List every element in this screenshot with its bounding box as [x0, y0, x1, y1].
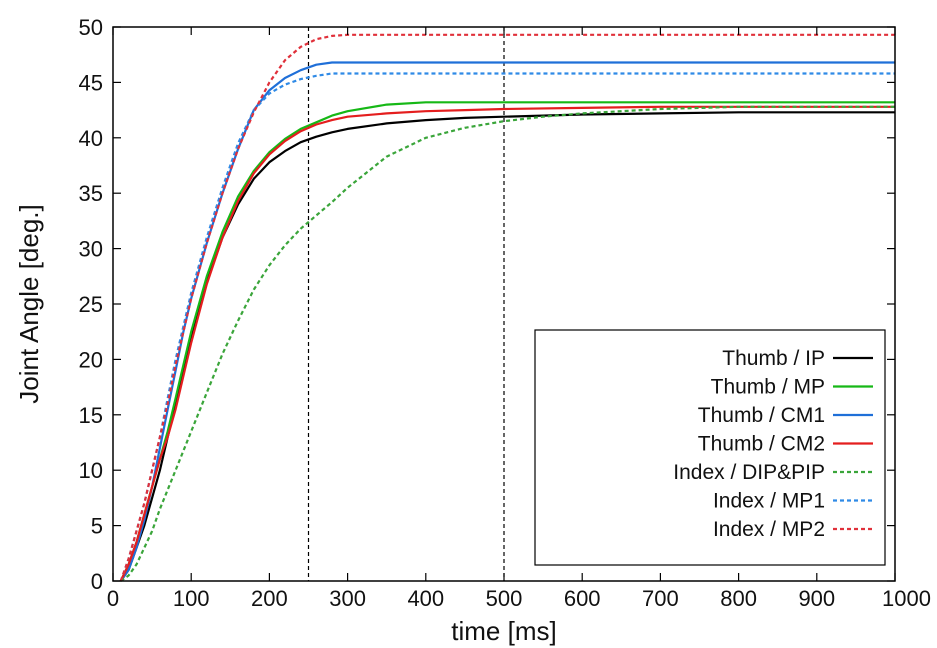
legend-label: Thumb / IP — [722, 347, 825, 370]
series-line-5 — [120, 105, 895, 582]
y-axis-title: Joint Angle [deg.] — [14, 204, 44, 403]
x-tick-label: 1000 — [882, 586, 931, 611]
legend-label: Index / MP2 — [713, 518, 825, 541]
legend-box — [534, 329, 886, 566]
legend: Thumb / IP Thumb / MP Thumb / CM1 Thumb / C… — [534, 329, 886, 566]
reference-lines — [307, 27, 505, 581]
legend-label: Thumb / CM1 — [698, 404, 825, 427]
x-tick-label: 0 — [107, 586, 119, 611]
legend-label: Thumb / CM2 — [698, 433, 825, 456]
series-lines — [119, 33, 895, 582]
y-tick-label: 25 — [79, 292, 103, 317]
legend-label: Index / DIP&PIP — [673, 461, 825, 484]
x-tick-label: 400 — [407, 586, 444, 611]
x-axis-title: time [ms] — [451, 616, 556, 646]
y-tick-label: 50 — [79, 15, 103, 40]
legend-label: Thumb / MP — [711, 376, 825, 399]
y-tick-label: 5 — [91, 514, 103, 539]
x-tick-label: 300 — [329, 586, 366, 611]
y-axis-ticks: 0 5 10 15 20 25 30 35 40 45 50 — [79, 15, 895, 594]
y-tick-label: 30 — [79, 237, 103, 262]
y-tick-label: 35 — [79, 181, 103, 206]
y-tick-label: 15 — [79, 403, 103, 428]
y-tick-label: 20 — [79, 347, 103, 372]
series-line-4 — [119, 105, 895, 582]
x-tick-label: 700 — [642, 586, 679, 611]
y-tick-label: 10 — [79, 458, 103, 483]
y-tick-label: 45 — [79, 70, 103, 95]
x-tick-label: 200 — [251, 586, 288, 611]
x-tick-label: 800 — [720, 586, 757, 611]
x-tick-label: 900 — [798, 586, 835, 611]
x-tick-label: 100 — [173, 586, 210, 611]
series-line-7 — [119, 33, 895, 582]
y-tick-label: 0 — [91, 569, 103, 594]
x-axis-ticks: 0 100 200 300 400 500 600 700 800 900 1000 — [107, 27, 931, 611]
y-tick-label: 40 — [79, 126, 103, 151]
legend-label: Index / MP1 — [713, 490, 825, 513]
series-line-1 — [119, 111, 895, 582]
x-tick-label: 600 — [564, 586, 601, 611]
x-tick-label: 500 — [486, 586, 523, 611]
